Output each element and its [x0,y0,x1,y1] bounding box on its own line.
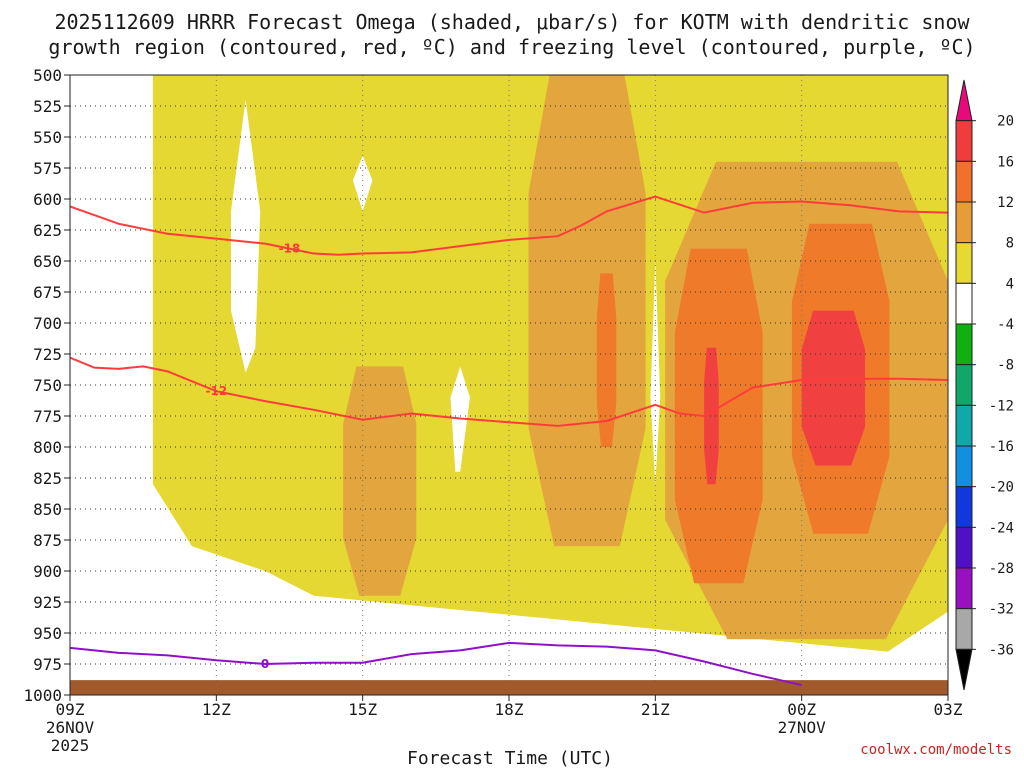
colorbar-segment [955,486,973,528]
x-tick-date: 26NOV [46,718,95,737]
colorbar-segment [955,404,973,447]
contour-line [70,195,948,256]
x-tick-label: 00Z [787,700,816,719]
colorbar-label: 8 [1006,236,1014,252]
y-tick-label: 675 [33,283,62,302]
colorbar-label: 16 [997,154,1014,170]
colorbar-segment [955,282,973,325]
y-tick-label: 850 [33,500,62,519]
colorbar-label: -8 [997,358,1014,374]
colorbar-label: -32 [989,602,1014,618]
y-tick-label: 950 [33,624,62,643]
y-tick-label: 500 [33,66,62,85]
omega-shading-region [528,75,646,547]
y-tick-label: 825 [33,469,62,488]
y-tick-label: 975 [33,655,62,674]
colorbar-label: -36 [989,642,1014,658]
colorbar-label: 20 [997,114,1014,130]
colorbar-segment [955,608,973,650]
y-tick-label: 775 [33,407,62,426]
colorbar-label: -24 [989,520,1014,536]
colorbar-segment [955,201,973,244]
colorbar-segment [955,445,973,488]
chart-title-line-1: 2025112609 HRRR Forecast Omega (shaded, … [54,10,970,34]
terrain-band [70,680,948,695]
colorbar-label: -28 [989,561,1014,577]
y-tick-label: 875 [33,531,62,550]
colorbar-segment [955,242,973,284]
y-axis: 500 525 550 575 600 625 650 675 700 725 750 775 800 8… [23,66,70,705]
colorbar: 20 16 12 8 4 -4 -8 -12 -16 -20 -24 -28 -32 -36 [955,79,1014,691]
contour-line [70,356,948,427]
x-tick-label: 21Z [641,700,670,719]
y-tick-label: 750 [33,376,62,395]
y-tick-label: 700 [33,314,62,333]
contour-label: 0 [261,657,269,671]
y-tick-label: 800 [33,438,62,457]
y-tick-label: 525 [33,97,62,116]
x-tick-label: 03Z [934,700,963,719]
colorbar-label: 12 [997,195,1014,211]
colorbar-segment [955,160,973,203]
x-axis-label: Forecast Time (UTC) [407,748,613,768]
omega-shading-region [596,273,617,447]
colorbar-label: -16 [989,439,1014,455]
colorbar-segment [955,120,973,162]
colorbar-label: -20 [989,480,1014,496]
colorbar-label: 4 [1006,276,1014,292]
y-tick-label: 550 [33,128,62,147]
omega-shading-region [801,310,866,466]
colorbar-segment [955,567,973,610]
y-tick-label: 575 [33,159,62,178]
y-tick-label: 600 [33,190,62,209]
x-tick-label: 09Z [56,700,85,719]
y-tick-label: 725 [33,345,62,364]
contour-label: -12 [205,384,227,398]
x-tick-date: 27NOV [778,718,827,737]
plot-area: -18 -12 0 [70,75,948,695]
colorbar-segment [955,364,973,406]
colorbar-arrow-bottom [955,648,973,691]
colorbar-arrow-top [955,79,973,122]
x-tick-label: 18Z [495,700,524,719]
colorbar-label: -12 [989,398,1014,414]
x-tick-label: 15Z [348,700,377,719]
x-tick-label: 12Z [202,700,231,719]
y-tick-label: 650 [33,252,62,271]
y-tick-label: 625 [33,221,62,240]
omega-weak-region [650,261,661,485]
omega-shading-region [704,347,719,485]
chart-title-line-2: growth region (contoured, red, ºC) and f… [48,35,975,59]
colorbar-segment [955,526,973,569]
omega-weak-region [352,155,373,212]
y-tick-label: 925 [33,593,62,612]
omega-shading-region [343,366,417,596]
omega-weak-region [230,99,261,373]
colorbar-label: -4 [997,317,1014,333]
y-tick-label: 900 [33,562,62,581]
contour-line [70,641,802,687]
credit-link[interactable]: coolwx.com/modelts [860,742,1012,758]
x-tick-year: 2025 [51,736,90,755]
y-tick-label: 1000 [23,686,62,705]
colorbar-segment [955,323,973,366]
contour-label: -18 [279,242,301,256]
